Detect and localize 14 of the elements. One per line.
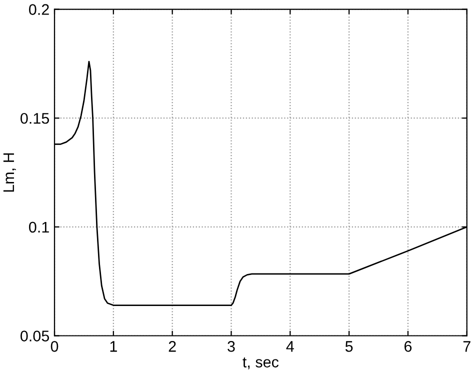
y-tick-label: 0.2 xyxy=(29,4,49,15)
x-tick-label: 1 xyxy=(110,341,117,352)
y-axis-title: Lm, H xyxy=(3,153,16,192)
x-tick-label: 5 xyxy=(345,341,353,352)
x-tick-label: 3 xyxy=(228,341,235,352)
y-tick-label: 0.1 xyxy=(29,222,49,233)
y-tick-label: 0.05 xyxy=(20,330,50,342)
y-tick-label: 0.15 xyxy=(20,112,50,124)
x-axis-title: t, sec xyxy=(242,357,279,370)
x-tick-label: 0 xyxy=(50,341,58,352)
x-tick-label: 4 xyxy=(286,341,294,352)
x-tick-label: 2 xyxy=(168,341,176,352)
x-tick-label: 6 xyxy=(404,341,412,352)
x-tick-label: 7 xyxy=(463,341,470,352)
